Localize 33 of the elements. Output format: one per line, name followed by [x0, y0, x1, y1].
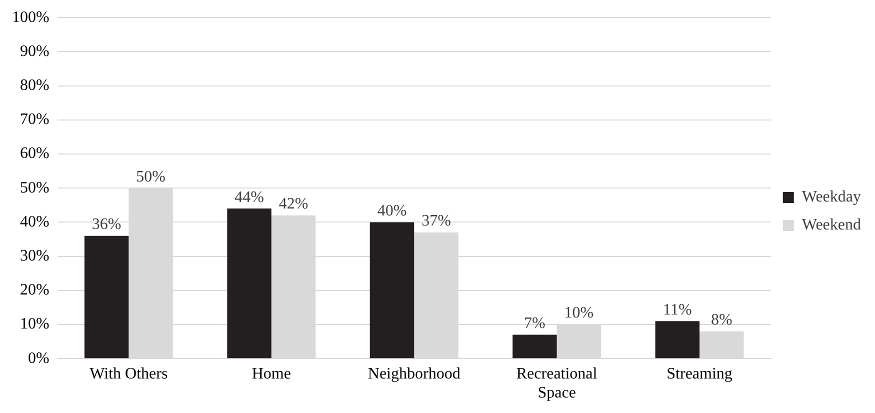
data-label: 7%	[524, 314, 546, 332]
x-tick-label: With Others	[90, 365, 168, 382]
y-tick-label: 10%	[20, 316, 50, 333]
y-tick-label: 20%	[20, 282, 50, 299]
data-label: 11%	[663, 301, 692, 318]
data-label: 50%	[136, 168, 166, 186]
legend-label: Weekday	[802, 188, 861, 206]
legend-label: Weekend	[802, 216, 861, 234]
bar	[84, 236, 129, 358]
y-tick-label: 80%	[20, 77, 50, 94]
y-tick-label: 70%	[20, 111, 50, 128]
data-label: 10%	[564, 304, 594, 322]
bar	[370, 222, 414, 358]
data-label: 8%	[710, 312, 732, 329]
x-tick-label: Streaming	[666, 365, 732, 382]
y-tick-label: 60%	[20, 145, 50, 162]
bar	[227, 208, 272, 358]
y-tick-label: 50%	[20, 179, 50, 196]
data-label: 40%	[377, 202, 407, 220]
data-label: 37%	[422, 212, 451, 230]
bar	[655, 321, 700, 358]
x-tick-label: Home	[252, 365, 291, 382]
bar	[512, 334, 557, 358]
y-tick-label: 90%	[20, 42, 50, 60]
x-tick-label: Neighborhood	[368, 365, 460, 382]
y-tick-label: 100%	[12, 8, 50, 26]
y-tick-label: 40%	[20, 213, 50, 230]
y-tick-label: 30%	[20, 248, 50, 265]
data-label: 42%	[278, 196, 308, 213]
data-label: 44%	[234, 188, 264, 206]
data-label: 36%	[92, 216, 122, 234]
y-tick-label: 0%	[28, 350, 50, 367]
x-tick-label: Recreational Space	[516, 365, 598, 402]
